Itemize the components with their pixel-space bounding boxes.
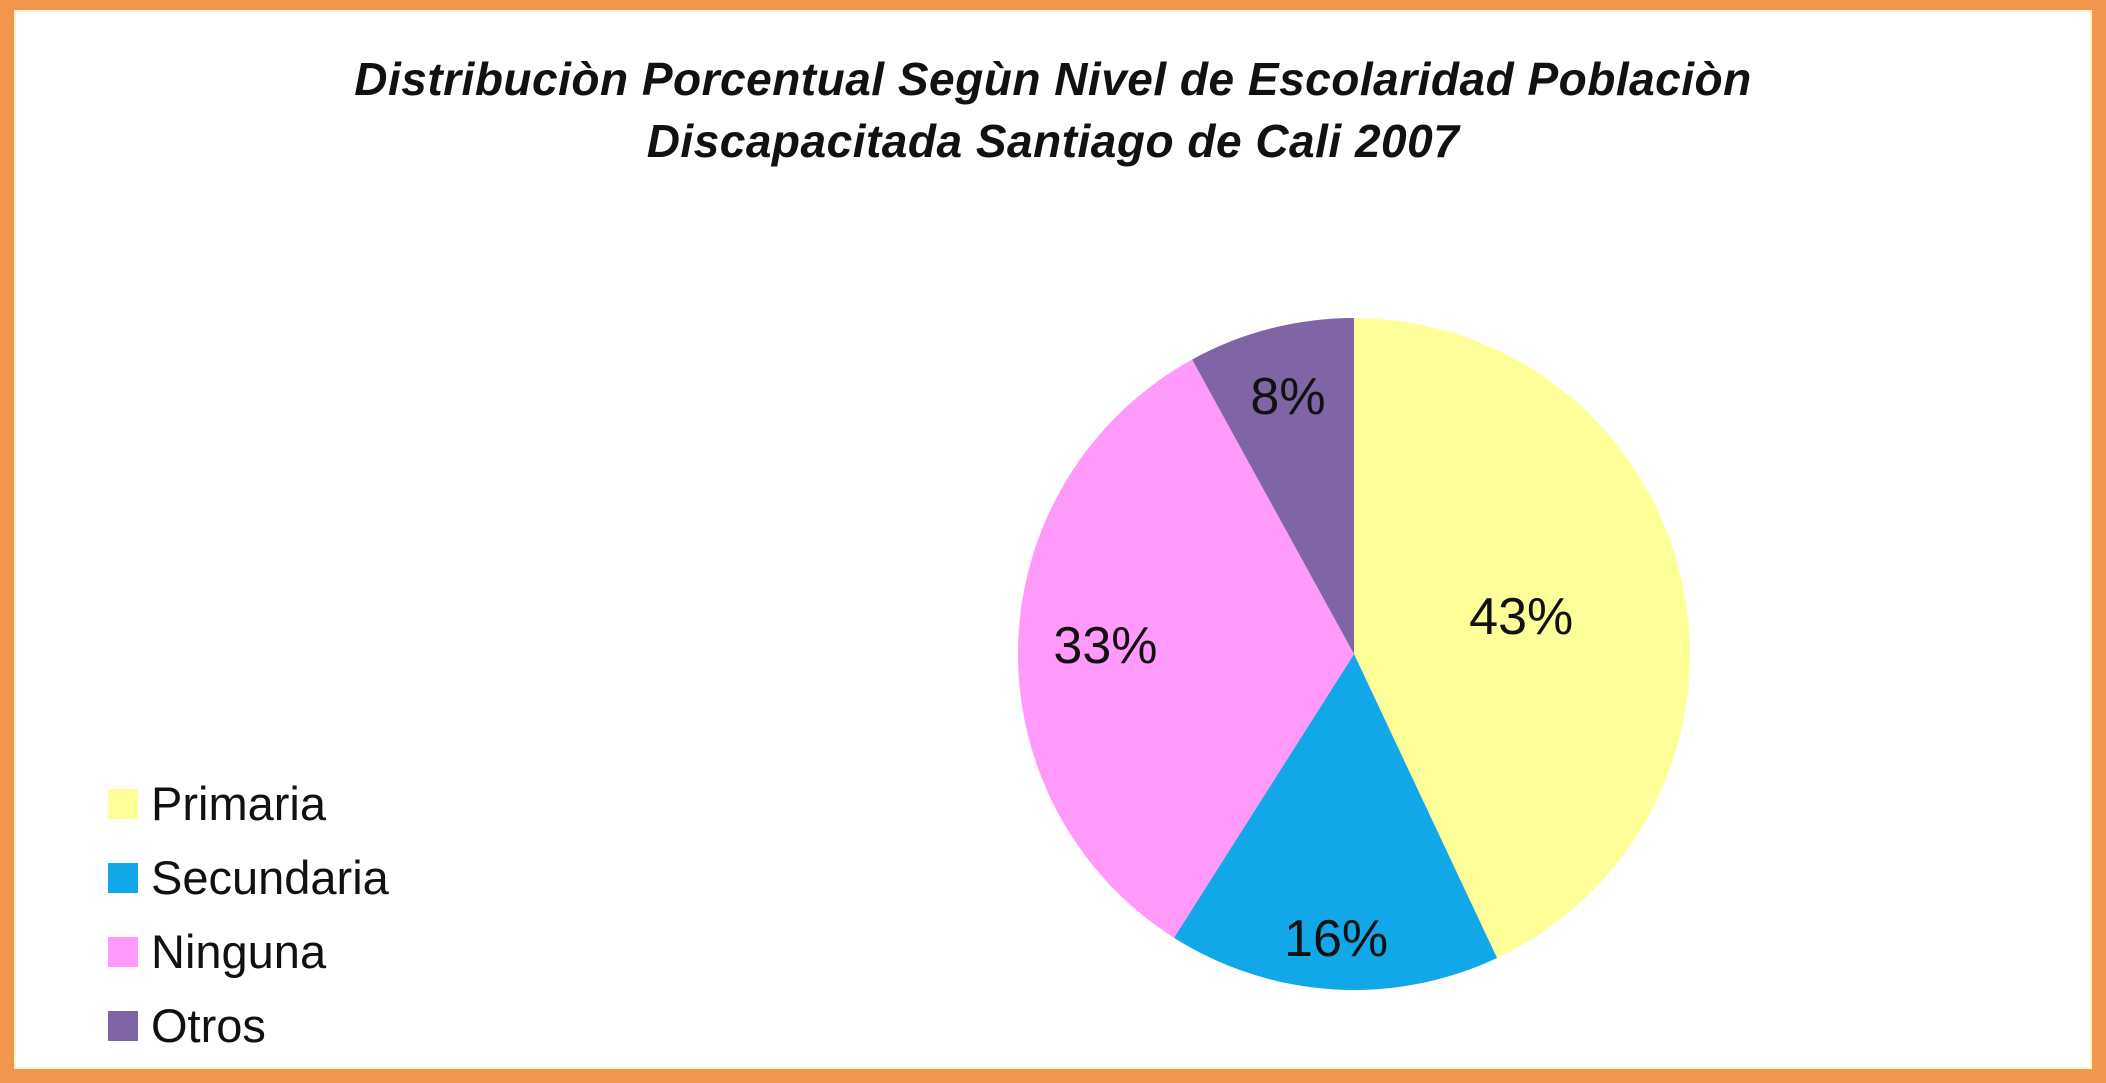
legend-label-ninguna: Ninguna xyxy=(151,925,327,978)
legend-item-ninguna: Ninguna xyxy=(108,928,389,975)
legend-swatch-ninguna xyxy=(108,936,138,967)
pie-slice-otros xyxy=(1192,318,1354,654)
legend-swatch-primaria xyxy=(108,788,138,819)
legend: Primaria Secundaria Ninguna Otros xyxy=(108,780,389,1076)
slice-label-ninguna: 33% xyxy=(1053,617,1158,676)
chart-title-line-2: Discapacitada Santiago de Cali 2007 xyxy=(646,115,1460,167)
legend-label-primaria: Primaria xyxy=(151,777,326,830)
pie-slice-primaria xyxy=(1354,318,1690,959)
chart-title-line-1: Distribuciòn Porcentual Segùn Nivel de E… xyxy=(354,53,1752,105)
chart-canvas: Distribuciòn Porcentual Segùn Nivel de E… xyxy=(14,10,2092,1069)
legend-swatch-otros xyxy=(108,1010,138,1041)
legend-label-secundaria: Secundaria xyxy=(151,851,389,904)
legend-swatch-secundaria xyxy=(108,862,138,893)
chart-title: Distribuciòn Porcentual Segùn Nivel de E… xyxy=(16,48,2090,172)
legend-label-otros: Otros xyxy=(151,999,266,1052)
slice-label-otros: 8% xyxy=(1250,367,1326,426)
pie-slice-secundaria xyxy=(1173,654,1498,990)
legend-item-primaria: Primaria xyxy=(108,780,389,827)
slice-label-primaria: 43% xyxy=(1469,587,1574,646)
legend-item-otros: Otros xyxy=(108,1002,389,1049)
pie-chart xyxy=(1018,318,1690,990)
slice-label-secundaria: 16% xyxy=(1284,910,1389,969)
legend-item-secundaria: Secundaria xyxy=(108,854,389,901)
pie-slice-ninguna xyxy=(1018,359,1354,938)
